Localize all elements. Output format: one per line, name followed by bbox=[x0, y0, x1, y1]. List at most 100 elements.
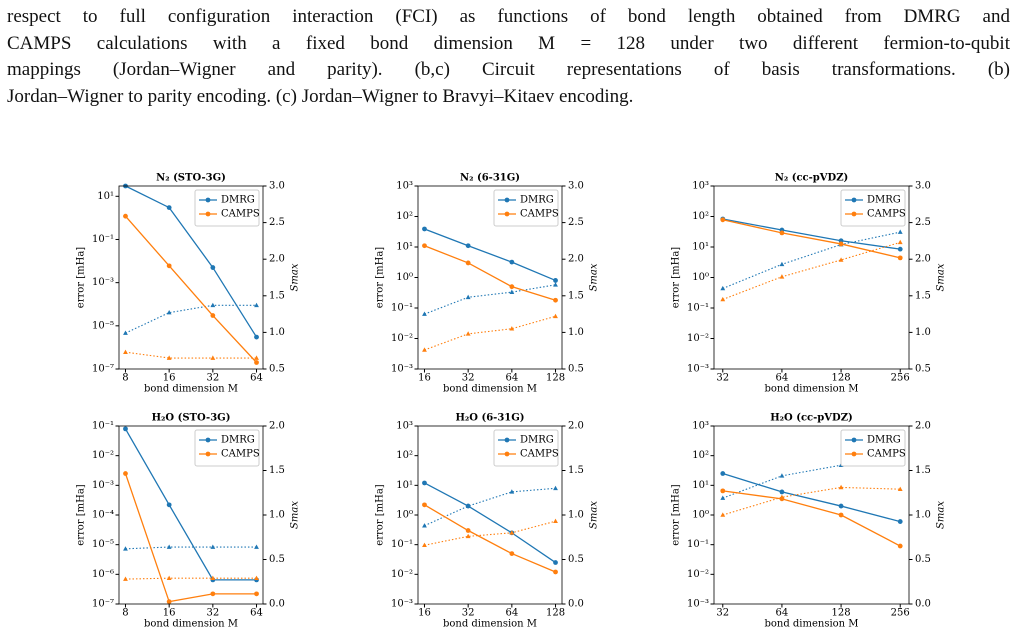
smax-point bbox=[553, 518, 558, 524]
y2-tick-label: 0.5 bbox=[568, 364, 584, 375]
x-tick-label: 32 bbox=[716, 373, 729, 384]
y2-tick-label: 0.5 bbox=[915, 554, 931, 565]
smax-line bbox=[722, 486, 901, 516]
y2-axis-label: Smax bbox=[290, 501, 301, 529]
y2-axis-label: Smax bbox=[290, 263, 301, 291]
y-tick-label: 10⁻⁷ bbox=[92, 364, 114, 375]
error-point bbox=[210, 265, 216, 270]
smax-point bbox=[422, 523, 427, 528]
smax-point bbox=[509, 326, 515, 331]
error-point bbox=[465, 243, 471, 249]
error-point bbox=[465, 528, 471, 533]
error-point bbox=[422, 226, 427, 232]
y-tick-label: 10² bbox=[396, 450, 413, 461]
y-tick-label: 10³ bbox=[396, 421, 413, 432]
y-tick-label: 10⁻⁵ bbox=[92, 320, 114, 331]
y-tick-label: 10⁻¹ bbox=[687, 303, 709, 314]
y2-tick-label: 1.5 bbox=[915, 290, 931, 301]
y2-tick-label: 0.5 bbox=[269, 364, 285, 375]
error-line bbox=[124, 473, 257, 603]
caption: respect to full configuration interactio… bbox=[7, 4, 1010, 110]
y2-tick-label: 0.0 bbox=[915, 599, 931, 610]
error-point bbox=[897, 246, 903, 252]
smax-point bbox=[509, 489, 515, 494]
y2-axis-label: Smax bbox=[936, 501, 947, 529]
y2-tick-label: 1.5 bbox=[269, 290, 285, 301]
x-tick-label: 16 bbox=[418, 373, 431, 384]
error-point bbox=[509, 551, 515, 556]
x-tick-label: 16 bbox=[418, 608, 431, 619]
x-axis-label: bond dimension M bbox=[764, 619, 858, 630]
y2-tick-label: 1.5 bbox=[568, 465, 584, 476]
y-tick-label: 10¹ bbox=[692, 480, 709, 491]
x-tick-label: 128 bbox=[832, 373, 851, 384]
x-axis-label: bond dimension M bbox=[764, 384, 858, 395]
smax-point bbox=[422, 311, 427, 316]
y-axis-label: error [mHa] bbox=[671, 484, 682, 546]
x-tick-label: 64 bbox=[505, 608, 518, 619]
error-point bbox=[838, 512, 844, 518]
y-tick-label: 10⁰ bbox=[396, 272, 413, 283]
y2-tick-label: 1.5 bbox=[269, 465, 285, 476]
y2-tick-label: 0.5 bbox=[568, 554, 584, 565]
legend-marker bbox=[851, 451, 857, 457]
smax-point bbox=[123, 576, 128, 581]
legend-marker bbox=[504, 211, 510, 217]
smax-point bbox=[720, 512, 726, 517]
x-tick-label: 128 bbox=[546, 373, 565, 384]
y-tick-label: 10⁻³ bbox=[92, 480, 114, 491]
smax-line bbox=[722, 241, 901, 300]
x-tick-label: 8 bbox=[122, 608, 128, 619]
error-point bbox=[553, 560, 558, 565]
error-point bbox=[210, 313, 216, 318]
smax-line bbox=[125, 304, 257, 334]
error-point bbox=[254, 334, 259, 340]
x-tick-label: 64 bbox=[776, 373, 789, 384]
caption-line: respect to full configuration interactio… bbox=[7, 6, 1010, 27]
smax-point bbox=[123, 330, 128, 335]
smax-point bbox=[422, 347, 427, 352]
y-tick-label: 10² bbox=[692, 211, 709, 222]
x-tick-label: 256 bbox=[891, 373, 910, 384]
x-tick-label: 32 bbox=[462, 373, 475, 384]
legend-box bbox=[493, 189, 559, 227]
y2-tick-label: 3.0 bbox=[568, 181, 584, 192]
y2-tick-label: 1.5 bbox=[568, 290, 584, 301]
plot-frame bbox=[417, 185, 563, 370]
legend-label: DMRG bbox=[221, 195, 255, 206]
y2-tick-label: 0.0 bbox=[269, 599, 285, 610]
smax-point bbox=[422, 542, 427, 548]
plot-frame bbox=[713, 425, 910, 605]
legend-box bbox=[194, 189, 260, 227]
chart-title: N₂ (STO-3G) bbox=[156, 173, 226, 184]
y-tick-label: 10² bbox=[692, 450, 709, 461]
y2-tick-label: 2.0 bbox=[915, 421, 931, 432]
error-point bbox=[838, 503, 844, 509]
smax-point bbox=[838, 484, 844, 490]
smax-point bbox=[123, 546, 128, 551]
error-point bbox=[166, 599, 172, 605]
error-point bbox=[166, 263, 172, 269]
smax-point bbox=[553, 282, 558, 287]
chart-title: H₂O (6-31G) bbox=[455, 413, 524, 424]
y-tick-label: 10⁻⁵ bbox=[92, 539, 114, 550]
error-line bbox=[124, 428, 257, 581]
smax-point bbox=[465, 533, 471, 539]
smax-point bbox=[210, 302, 216, 308]
error-point bbox=[779, 489, 785, 495]
legend-label: DMRG bbox=[867, 195, 901, 206]
error-point bbox=[779, 230, 785, 236]
y-axis-label: error [mHa] bbox=[76, 247, 87, 309]
legend-label: DMRG bbox=[520, 435, 554, 446]
y2-tick-label: 3.0 bbox=[915, 181, 931, 192]
smax-point bbox=[897, 486, 903, 491]
y-tick-label: 10⁻¹ bbox=[391, 303, 413, 314]
y2-tick-label: 2.0 bbox=[269, 421, 285, 432]
x-axis-label: bond dimension M bbox=[144, 619, 238, 630]
legend-label: CAMPS bbox=[867, 449, 906, 460]
y-tick-label: 10⁻³ bbox=[92, 277, 114, 288]
smax-line bbox=[424, 487, 556, 527]
smax-line bbox=[125, 577, 257, 580]
smax-point bbox=[509, 289, 515, 294]
y2-tick-label: 0.5 bbox=[269, 554, 285, 565]
